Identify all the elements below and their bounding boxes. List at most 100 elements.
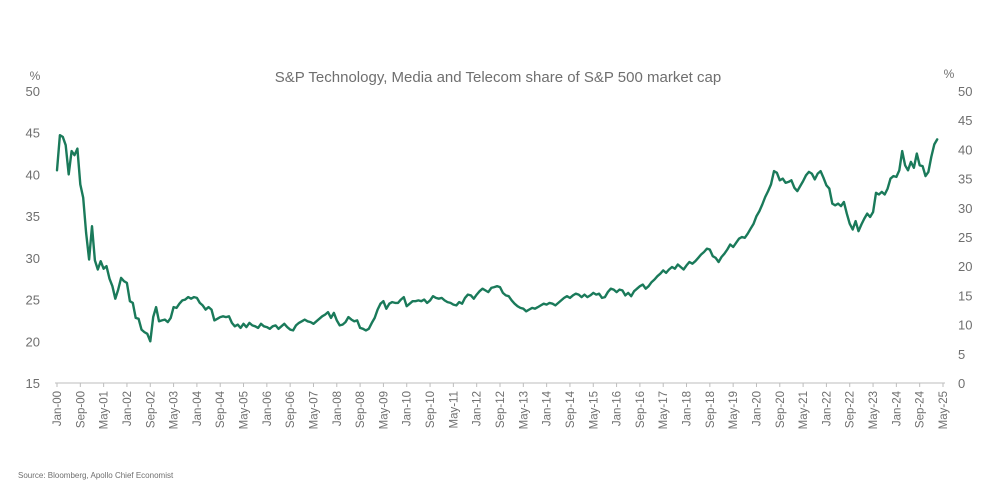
data-point (360, 327, 361, 328)
left-tick-label: 40 (26, 167, 40, 182)
data-point (193, 297, 194, 298)
data-point (674, 268, 675, 269)
x-tick-label: Jan-10 (402, 391, 414, 426)
data-point (907, 170, 908, 171)
data-point (112, 286, 113, 287)
x-tick-label: Jan-24 (891, 390, 903, 426)
data-point (237, 324, 238, 325)
data-point (415, 301, 416, 302)
right-tick-label: 30 (958, 201, 972, 216)
data-point (937, 139, 938, 140)
data-point (855, 221, 856, 222)
x-tick-label: May-21 (798, 391, 810, 429)
data-point (744, 237, 745, 238)
data-point (529, 309, 530, 310)
data-point (499, 287, 500, 288)
data-point (252, 325, 253, 326)
data-point (785, 182, 786, 183)
data-point (549, 302, 550, 303)
data-point (386, 308, 387, 309)
x-tick-label: May-01 (99, 391, 111, 429)
x-tick-label: May-03 (169, 391, 181, 429)
data-point (523, 308, 524, 309)
data-point (622, 290, 623, 291)
data-point (336, 320, 337, 321)
right-tick-label: 15 (958, 288, 972, 303)
data-point (432, 296, 433, 297)
data-point (840, 206, 841, 207)
data-point (657, 276, 658, 277)
right-tick-label: 10 (958, 318, 972, 333)
data-point (826, 185, 827, 186)
right-tick-label: 35 (958, 172, 972, 187)
data-point (208, 307, 209, 308)
x-tick-label: Sep-20 (775, 391, 787, 428)
data-point (701, 254, 702, 255)
data-point (77, 148, 78, 149)
data-point (631, 296, 632, 297)
data-point (695, 261, 696, 262)
x-tick-label: Sep-06 (285, 391, 297, 428)
data-point (278, 328, 279, 329)
data-point (313, 323, 314, 324)
series-line-tmt-share (55, 134, 939, 343)
data-point (928, 171, 929, 172)
right-tick-label: 45 (958, 113, 972, 128)
data-point (438, 298, 439, 299)
data-point (65, 145, 66, 146)
data-point (517, 306, 518, 307)
data-point (281, 326, 282, 327)
x-tick-label: May-19 (728, 391, 740, 429)
data-point (875, 192, 876, 193)
x-tick-label: Sep-16 (635, 391, 647, 428)
data-point (447, 302, 448, 303)
data-point (406, 306, 407, 307)
data-point (881, 191, 882, 192)
x-axis: Jan-00 Sep-00 May-01 Jan-02 Sep-02 May-03 Jan-… (52, 383, 950, 429)
data-point (561, 300, 562, 301)
data-point (488, 292, 489, 293)
data-point (464, 297, 465, 298)
left-tick-label: 15 (26, 376, 40, 391)
data-point (421, 301, 422, 302)
data-point (138, 318, 139, 319)
data-point (246, 327, 247, 328)
data-point (794, 187, 795, 188)
data-point (62, 136, 63, 137)
data-point (619, 289, 620, 290)
data-point (167, 322, 168, 323)
data-point (526, 311, 527, 312)
data-point (811, 173, 812, 174)
x-tick-label: Sep-24 (915, 390, 927, 428)
data-point (173, 307, 174, 308)
left-tick-label: 20 (26, 334, 40, 349)
data-point (473, 298, 474, 299)
data-point (109, 278, 110, 279)
data-point (873, 211, 874, 212)
data-point (625, 295, 626, 296)
data-point (485, 290, 486, 291)
data-point (179, 303, 180, 304)
data-point (698, 257, 699, 258)
right-tick-label: 50 (958, 84, 972, 99)
data-point (645, 288, 646, 289)
data-point (905, 165, 906, 166)
data-point (800, 186, 801, 187)
source-note: Source: Bloomberg, Apollo Chief Economis… (18, 471, 174, 480)
x-tick-label: Sep-08 (355, 391, 367, 428)
data-point (572, 295, 573, 296)
data-point (922, 166, 923, 167)
data-point (325, 314, 326, 315)
data-point (412, 301, 413, 302)
data-point (546, 304, 547, 305)
data-point (878, 194, 879, 195)
data-point (123, 281, 124, 282)
left-tick-label: 25 (26, 293, 40, 308)
data-point (727, 249, 728, 250)
x-tick-label: May-05 (239, 391, 251, 429)
x-tick-label: Jan-20 (751, 391, 763, 426)
data-point (94, 260, 95, 261)
right-tick-label: 40 (958, 142, 972, 157)
data-point (890, 178, 891, 179)
data-point (756, 216, 757, 217)
